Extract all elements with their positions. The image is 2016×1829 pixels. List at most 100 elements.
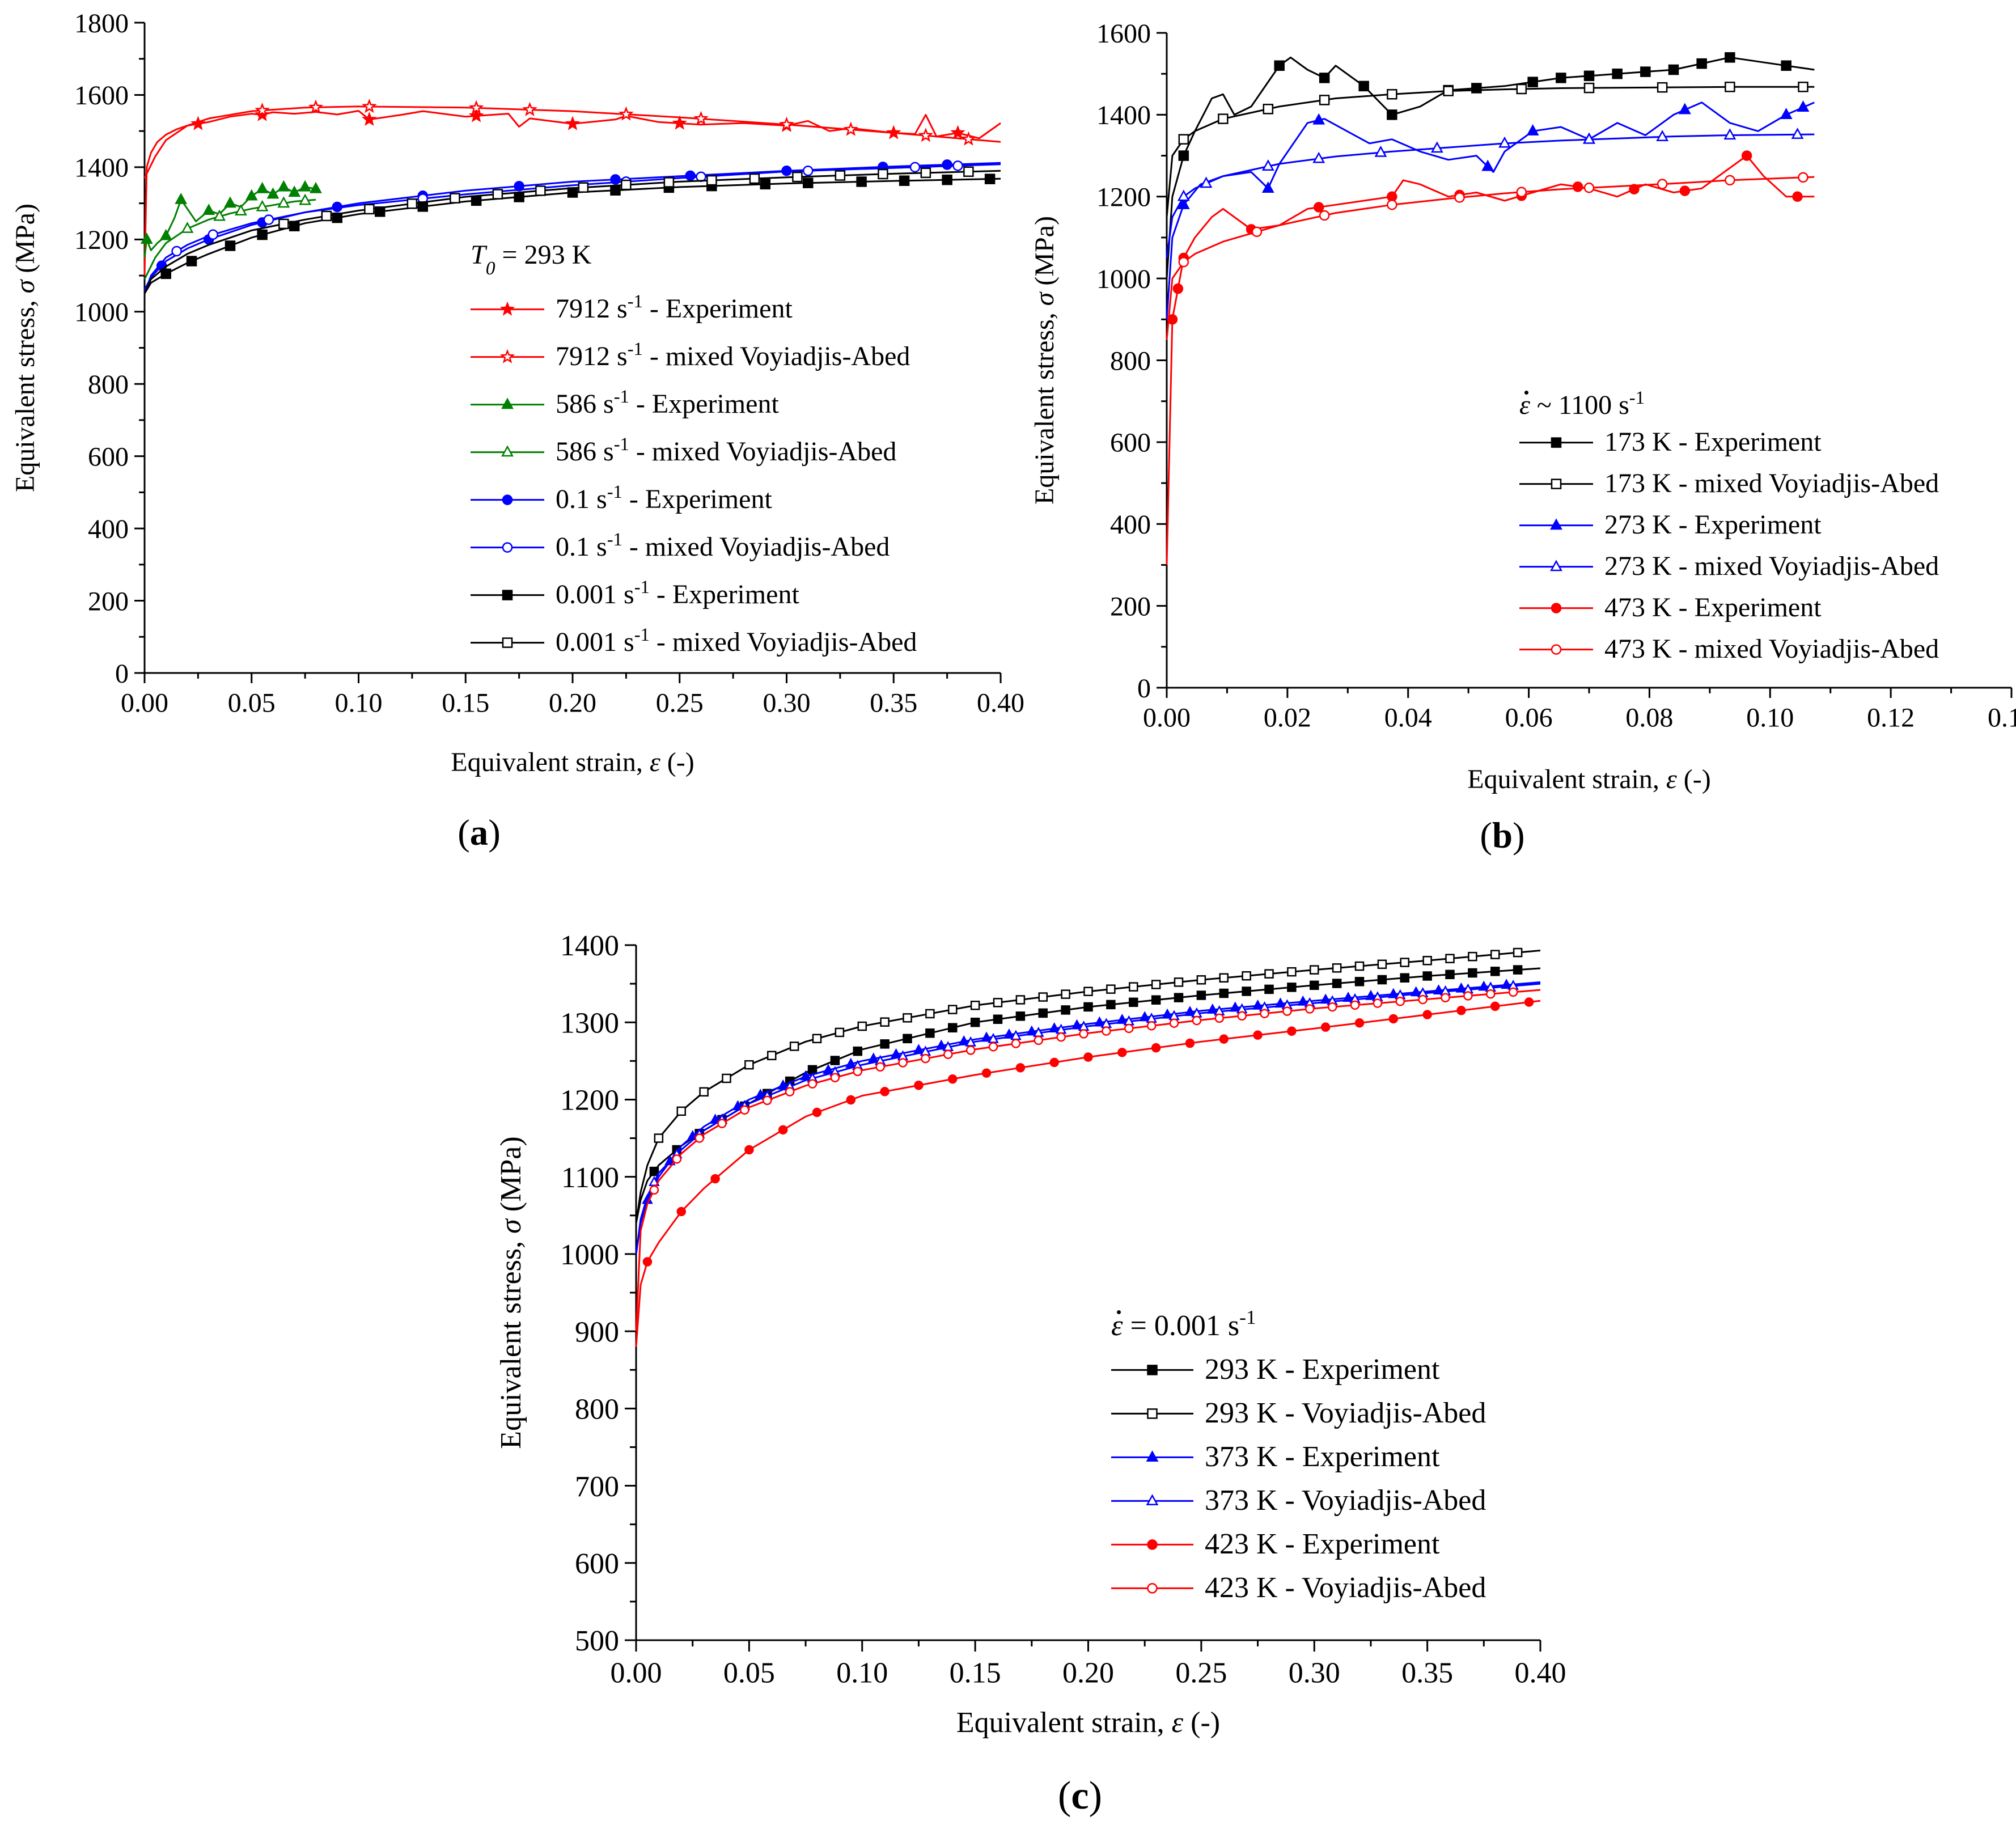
legend-label: 423 K - Voyiadjis-Abed xyxy=(1205,1572,1486,1604)
data-point xyxy=(649,1166,659,1176)
legend-label: 273 K - Experiment xyxy=(1604,510,1822,540)
data-point xyxy=(1513,965,1523,975)
data-point xyxy=(1102,1026,1111,1036)
data-point xyxy=(1218,113,1229,124)
panel-label: (b) xyxy=(1480,815,1524,856)
data-point xyxy=(699,1087,709,1097)
legend-label: 273 K - mixed Voyiadjis-Abed xyxy=(1604,551,1939,581)
data-point xyxy=(925,1009,935,1019)
data-point xyxy=(1723,128,1737,140)
x-tick-label: 0.00 xyxy=(611,1657,662,1690)
data-point xyxy=(672,1154,682,1164)
legend-entry: 473 K - mixed Voyiadjis-Abed xyxy=(1519,634,1939,664)
y-tick-label: 1000 xyxy=(1096,264,1151,294)
series-line xyxy=(635,981,1541,1255)
data-point xyxy=(961,131,976,146)
y-tick-label: 900 xyxy=(575,1316,619,1348)
data-point xyxy=(1332,979,1342,988)
y-tick-label: 1300 xyxy=(560,1007,619,1039)
data-point xyxy=(621,179,632,190)
data-point xyxy=(856,176,867,187)
data-point xyxy=(981,1068,992,1078)
data-point xyxy=(257,229,268,240)
data-point xyxy=(1312,151,1325,163)
data-point xyxy=(803,177,814,188)
data-point xyxy=(1781,60,1791,71)
legend: T0 = 293 K 7912 s-1 - Experiment 7912 s-1 … xyxy=(471,240,917,657)
data-point xyxy=(1332,963,1342,973)
data-point xyxy=(288,185,301,197)
data-point xyxy=(256,181,269,193)
data-point xyxy=(1151,995,1161,1005)
data-point xyxy=(1305,1004,1315,1014)
data-point xyxy=(1640,66,1651,77)
panel-label: (a) xyxy=(458,812,501,853)
series-3 xyxy=(635,980,1541,1255)
data-point xyxy=(567,187,578,198)
data-point xyxy=(1178,150,1189,161)
y-tick-label: 0 xyxy=(1137,674,1151,704)
data-point xyxy=(1454,192,1465,203)
data-point xyxy=(993,998,1003,1007)
data-point xyxy=(778,1125,788,1135)
data-point xyxy=(1527,77,1538,87)
legend-entry: 293 K - Experiment xyxy=(1111,1353,1440,1386)
data-point xyxy=(807,1079,818,1089)
data-point xyxy=(909,162,921,173)
data-point xyxy=(1798,172,1809,183)
data-point xyxy=(234,204,247,215)
data-point xyxy=(1583,182,1595,193)
data-point xyxy=(1151,980,1161,989)
series-1 xyxy=(143,99,1001,179)
legend-entry: 0.1 s-1 - mixed Voyiadjis-Abed xyxy=(471,530,890,562)
data-point xyxy=(792,171,803,183)
legend-marker xyxy=(1551,479,1562,489)
legend-marker xyxy=(1146,1450,1159,1462)
legend-entry: 373 K - Experiment xyxy=(1111,1441,1440,1473)
series-1 xyxy=(635,947,1541,1223)
chart-panel-b: 0.00 0.02 0.04 0.06 0.08 0.10 0.12 0.14 0 200 400 6… xyxy=(1030,19,2016,856)
series-2 xyxy=(1166,100,1815,320)
data-point xyxy=(1725,175,1735,186)
legend-entry: 173 K - mixed Voyiadjis-Abed xyxy=(1519,468,1939,498)
data-point xyxy=(492,189,503,200)
data-point xyxy=(1463,991,1473,1001)
x-tick-label: 0.02 xyxy=(1264,702,1311,733)
data-point xyxy=(181,222,194,233)
data-point xyxy=(1083,1052,1093,1062)
y-tick-label: 1800 xyxy=(74,9,129,39)
data-point xyxy=(1237,1011,1247,1021)
data-point xyxy=(948,1005,958,1014)
data-point xyxy=(1354,961,1365,971)
data-point xyxy=(1174,977,1184,987)
data-point xyxy=(642,1257,653,1267)
y-tick-label: 400 xyxy=(88,514,129,544)
data-point xyxy=(1490,1001,1500,1011)
data-point xyxy=(1792,191,1803,202)
legend-marker xyxy=(1147,1583,1158,1594)
data-point xyxy=(789,1041,799,1051)
data-point xyxy=(1038,1008,1048,1018)
data-point xyxy=(1418,994,1428,1005)
data-point xyxy=(175,193,188,204)
series-0 xyxy=(1166,52,1815,279)
x-tick-label: 0.40 xyxy=(977,688,1024,718)
data-point xyxy=(308,99,324,114)
legend-label: 0.001 s-1 - Experiment xyxy=(556,577,799,609)
data-point xyxy=(918,128,934,142)
data-point xyxy=(1274,60,1285,71)
x-tick-label: 0.30 xyxy=(763,688,811,718)
series-line xyxy=(1166,133,1815,259)
legend-label: 373 K - Experiment xyxy=(1205,1441,1440,1473)
data-point xyxy=(1129,997,1138,1007)
data-point xyxy=(1129,982,1138,992)
data-point xyxy=(1174,993,1184,1002)
x-tick-label: 0.14 xyxy=(1988,702,2016,733)
data-point xyxy=(880,1039,890,1049)
data-point xyxy=(1441,993,1450,1002)
legend-label: 7912 s-1 - mixed Voyiadjis-Abed xyxy=(556,339,910,371)
data-point xyxy=(875,1062,885,1072)
data-point xyxy=(522,101,537,116)
series-line xyxy=(143,163,1001,294)
